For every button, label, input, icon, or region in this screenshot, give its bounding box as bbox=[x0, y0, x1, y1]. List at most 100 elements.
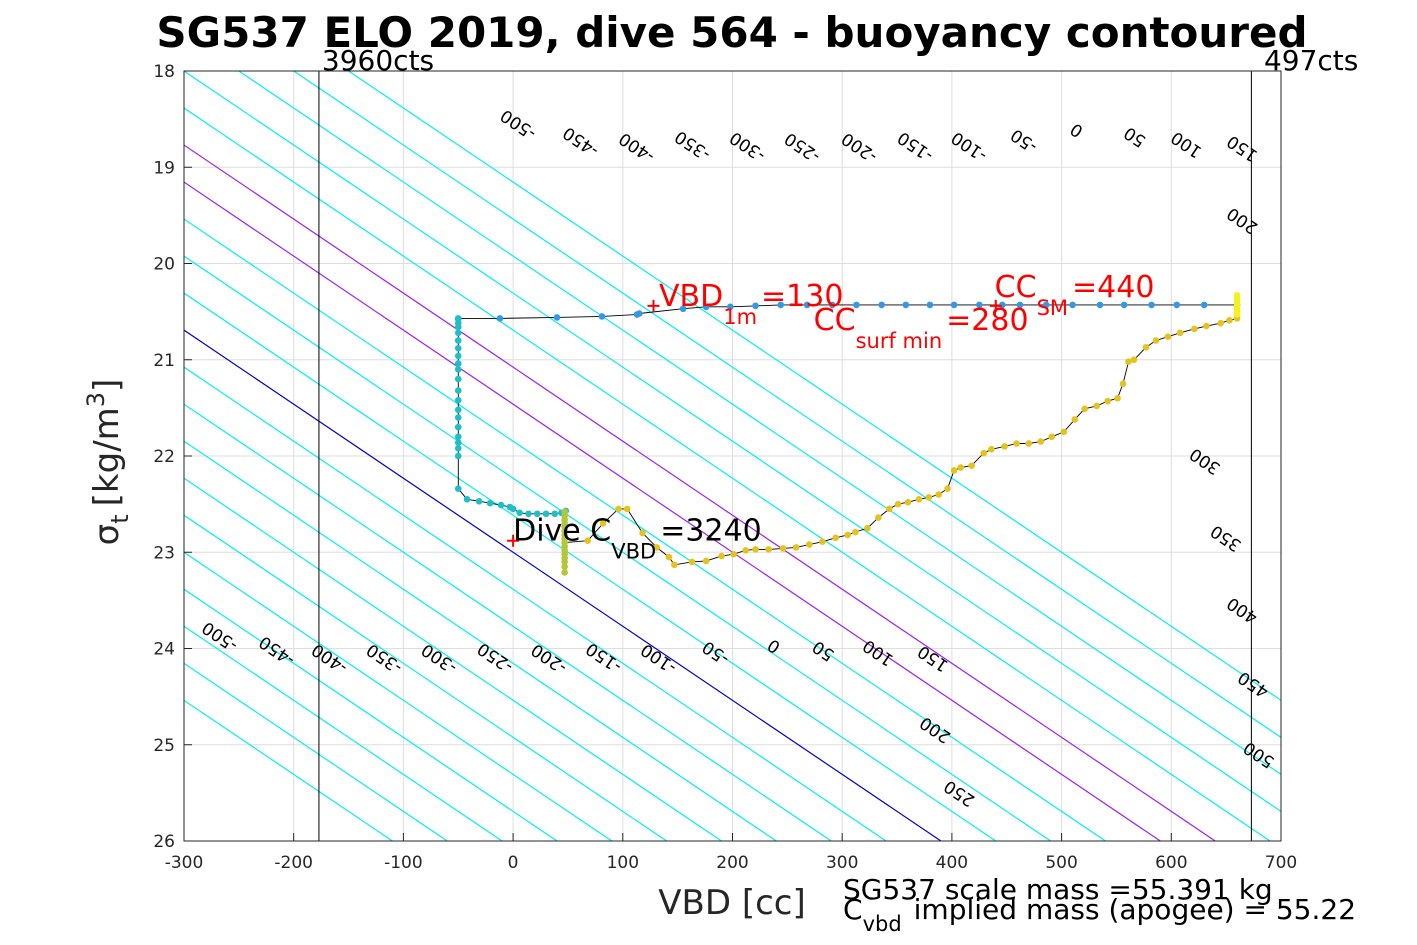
annotation-sub: SM bbox=[1037, 296, 1068, 320]
data-point bbox=[561, 563, 568, 570]
data-point bbox=[454, 414, 462, 421]
data-point bbox=[777, 301, 785, 309]
data-point bbox=[1081, 405, 1088, 413]
data-point bbox=[702, 303, 710, 311]
footer-vbd-sub: vbd bbox=[863, 912, 902, 936]
data-point bbox=[852, 528, 859, 536]
data-point bbox=[623, 505, 631, 513]
contour-label: 50 bbox=[809, 636, 838, 665]
contour-line bbox=[184, 329, 942, 841]
contour-label: -150 bbox=[894, 127, 937, 165]
data-point bbox=[1233, 311, 1241, 318]
data-point bbox=[950, 467, 958, 474]
contour-label: -300 bbox=[418, 639, 461, 677]
contour-label: 50 bbox=[1121, 122, 1150, 151]
contour-label: -500 bbox=[199, 617, 242, 655]
annotation: CCsurf min=280 bbox=[814, 303, 1029, 353]
grid bbox=[183, 70, 1282, 842]
contour-label: -200 bbox=[528, 639, 571, 677]
marker-plus bbox=[989, 299, 1002, 312]
data-point bbox=[976, 301, 983, 309]
marker-plus bbox=[507, 534, 520, 547]
data-point bbox=[792, 544, 800, 551]
data-point bbox=[1191, 325, 1198, 333]
contour-label: 450 bbox=[1235, 667, 1273, 702]
data-point bbox=[454, 445, 462, 452]
annotation: VBD1m=130 bbox=[659, 279, 843, 329]
data-point bbox=[902, 301, 910, 309]
data-point bbox=[561, 569, 568, 576]
annotation-base: CC bbox=[814, 303, 856, 338]
data-point bbox=[886, 505, 893, 513]
data-point bbox=[853, 301, 860, 309]
data-point bbox=[551, 510, 559, 518]
data-point bbox=[633, 311, 641, 318]
data-point bbox=[561, 558, 568, 566]
data-point bbox=[1176, 329, 1184, 337]
contour-label: 500 bbox=[1240, 737, 1278, 772]
annotation-sub: 1m bbox=[723, 305, 757, 329]
data-point bbox=[598, 313, 606, 320]
annotation-base: CC bbox=[995, 270, 1037, 305]
data-point bbox=[988, 445, 995, 453]
contour-line bbox=[348, 71, 1281, 702]
data-point bbox=[1016, 301, 1024, 309]
y-tick-label: 24 bbox=[153, 640, 175, 660]
annotation-value: =440 bbox=[1072, 270, 1154, 305]
chart-title: SG537 ELO 2019, dive 564 - buoyancy cont… bbox=[156, 8, 1307, 57]
data-point bbox=[950, 301, 958, 309]
contour-line bbox=[184, 71, 1281, 813]
annotation: Dive CVBD=3240 bbox=[513, 514, 762, 564]
x-tick-label: -200 bbox=[274, 853, 313, 873]
data-point bbox=[665, 553, 673, 561]
data-point bbox=[454, 344, 462, 352]
y-axis-label-sub: t bbox=[106, 514, 134, 523]
y-tick-label: 20 bbox=[153, 255, 175, 275]
data-point bbox=[454, 439, 462, 446]
contour-label: -100 bbox=[948, 127, 991, 165]
data-point bbox=[718, 552, 725, 560]
contour-line bbox=[184, 588, 558, 841]
y-tick-label: 18 bbox=[153, 62, 175, 82]
data-point bbox=[957, 464, 964, 471]
data-point bbox=[1042, 301, 1050, 309]
contour-label: -350 bbox=[363, 639, 406, 677]
x-axis-label: VBD [cc] bbox=[658, 883, 806, 923]
contour-label: -450 bbox=[560, 122, 603, 160]
data-point bbox=[752, 302, 759, 310]
contour-line bbox=[184, 292, 997, 841]
data-point bbox=[639, 529, 646, 537]
annotation-value: =280 bbox=[946, 303, 1028, 338]
data-point bbox=[1096, 301, 1104, 309]
contour-line bbox=[184, 514, 668, 841]
contour-line bbox=[184, 144, 1216, 841]
data-point bbox=[1104, 397, 1111, 405]
data-point bbox=[454, 366, 462, 373]
data-point bbox=[475, 497, 483, 505]
data-point bbox=[894, 500, 902, 508]
data-point bbox=[454, 485, 462, 493]
x-tick-label: 400 bbox=[936, 853, 968, 873]
y-tick-label: 22 bbox=[153, 447, 175, 467]
y-axis-label-close: ] bbox=[87, 379, 127, 392]
data-point bbox=[844, 531, 851, 539]
data-point bbox=[688, 558, 696, 566]
contour-label: -450 bbox=[256, 631, 299, 669]
data-point bbox=[1217, 319, 1224, 327]
y-axis-label-sup: 3 bbox=[82, 392, 110, 407]
contour-label: -250 bbox=[474, 638, 517, 676]
contour-label: -50 bbox=[1007, 124, 1041, 156]
x-tick-label: 500 bbox=[1045, 853, 1077, 873]
contour-label: 0 bbox=[1067, 118, 1087, 141]
contour-label: -350 bbox=[671, 126, 714, 164]
data-point bbox=[1203, 322, 1210, 330]
data-point bbox=[1173, 301, 1181, 309]
x-tick-label: -300 bbox=[165, 853, 204, 873]
counts-label: 3960cts bbox=[322, 44, 434, 77]
contour-label: -200 bbox=[838, 128, 881, 166]
data-point bbox=[926, 301, 934, 309]
contour-line bbox=[184, 218, 1106, 841]
contour-label: 350 bbox=[1207, 520, 1245, 555]
footer-implied-mass: Cvbd implied mass (apogee) = 55.22 bbox=[843, 893, 1356, 936]
